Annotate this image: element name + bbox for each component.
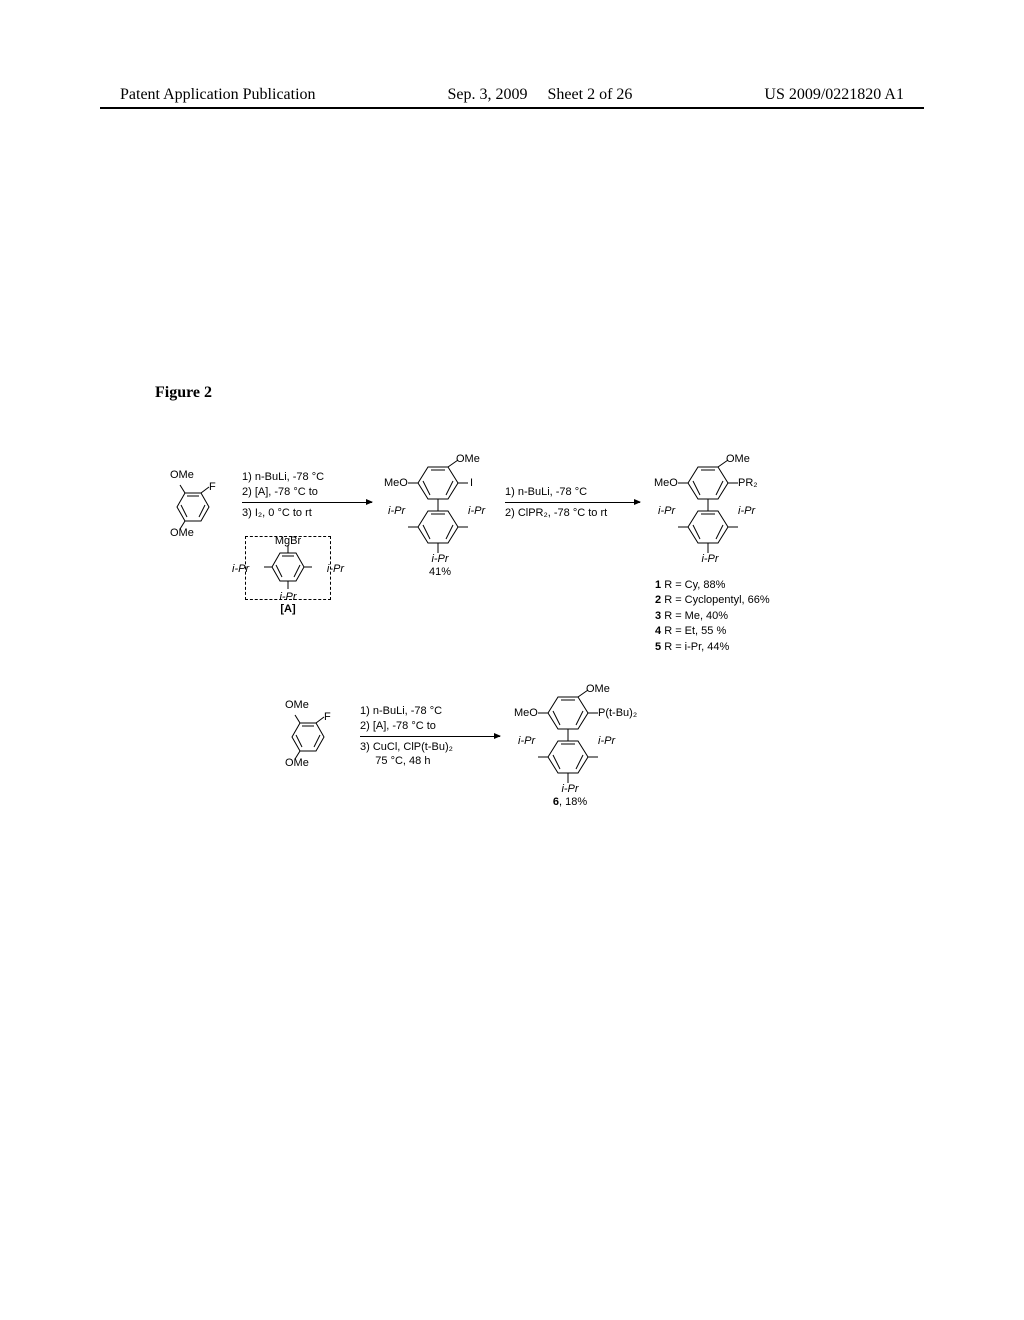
pr2-label: PR₂	[738, 477, 758, 489]
aryl-grignard-icon	[257, 541, 319, 597]
ome-label: OMe	[170, 469, 194, 481]
ome-bottom-2: OMe	[285, 757, 309, 769]
ome-label-2: OMe	[285, 699, 309, 711]
product-6: OMe MeO P(t-Bu)₂ i-Pr i-Pr i-Pr 6, 18%	[520, 685, 650, 805]
conditions-below-2: 2) ClPR₂, -78 °C to rt	[505, 506, 640, 520]
result-2: 2 R = Cyclopentyl, 66%	[655, 593, 770, 608]
ome-top-p: OMe	[726, 453, 750, 465]
product-results-list: 1 R = Cy, 88% 2 R = Cyclopentyl, 66% 3 R…	[655, 578, 770, 655]
ome-top: OMe	[456, 453, 480, 465]
conditions-above-1: 1) n-BuLi, -78 °C 2) [A], -78 °C to	[242, 470, 372, 499]
intermediate-yield: 41%	[390, 566, 490, 578]
result-3: 3 R = Me, 40%	[655, 609, 770, 624]
header-sheet: Sheet 2 of 26	[548, 86, 633, 103]
scheme-row-2: OMe F OMe 1) n-BuLi, -78 °C 2) [A], -78 …	[170, 700, 870, 900]
ipr-bottom-2: i-Pr	[390, 553, 490, 565]
ipr-6r: i-Pr	[598, 735, 615, 747]
conditions-below-3: 3) CuCl, ClP(t-Bu)₂ 75 °C, 48 h	[360, 740, 500, 769]
ipr-left: i-Pr	[232, 563, 249, 575]
reagent-a-box: MgBr i-Pr i-Pr i-Pr [A]	[245, 536, 331, 600]
mgbr-label: MgBr	[246, 535, 330, 547]
page-header: Patent Application Publication Sep. 3, 2…	[0, 86, 1024, 104]
product-6-tag: 6, 18%	[520, 796, 620, 808]
meo-left-6: MeO	[514, 707, 538, 719]
figure-label: Figure 2	[155, 384, 212, 402]
scheme-row-1: OMe F OMe 1) n-BuLi, -78 °C 2) [A], -78 …	[170, 470, 870, 670]
conditions-above-2: 1) n-BuLi, -78 °C	[505, 485, 640, 499]
reaction-scheme: OMe F OMe 1) n-BuLi, -78 °C 2) [A], -78 …	[170, 470, 870, 900]
conditions-below-1: 3) I₂, 0 °C to rt	[242, 506, 372, 520]
ipr-mid-right: i-Pr	[468, 505, 485, 517]
arrow-line-3	[360, 736, 500, 737]
meo-left-p: MeO	[654, 477, 678, 489]
conditions-above-3: 1) n-BuLi, -78 °C 2) [A], -78 °C to	[360, 704, 500, 733]
ipr-6b: i-Pr	[520, 783, 620, 795]
ome-top-6: OMe	[586, 683, 610, 695]
ipr-pl: i-Pr	[658, 505, 675, 517]
arrow-line-2	[505, 502, 640, 503]
result-5: 5 R = i-Pr, 44%	[655, 640, 770, 655]
ptbu2-label: P(t-Bu)₂	[598, 707, 637, 719]
starting-material-1: OMe F OMe	[165, 475, 221, 555]
ipr-mid-left: i-Pr	[388, 505, 405, 517]
product-biaryl-1: OMe MeO PR₂ i-Pr i-Pr i-Pr	[660, 455, 770, 575]
iodine-label: I	[470, 477, 473, 489]
header-left: Patent Application Publication	[120, 86, 316, 104]
ipr-6l: i-Pr	[518, 735, 535, 747]
result-4: 4 R = Et, 55 %	[655, 624, 770, 639]
ipr-pb: i-Pr	[660, 553, 760, 565]
reaction-arrow-2: 1) n-BuLi, -78 °C 2) ClPR₂, -78 °C to rt	[505, 502, 640, 503]
arrow-line	[242, 502, 372, 503]
intermediate-biaryl: OMe MeO I i-Pr i-Pr i-Pr 41%	[390, 455, 490, 575]
reaction-arrow-3: 1) n-BuLi, -78 °C 2) [A], -78 °C to 3) C…	[360, 736, 500, 737]
header-rule	[100, 107, 924, 109]
f-label-2: F	[324, 711, 331, 723]
f-label: F	[209, 481, 216, 493]
ipr-right: i-Pr	[327, 563, 344, 575]
reagent-a-tag: [A]	[246, 603, 330, 615]
starting-material-2: OMe F OMe	[280, 705, 336, 785]
ipr-bottom: i-Pr	[246, 591, 330, 603]
ipr-pr: i-Pr	[738, 505, 755, 517]
ome-label-bottom: OMe	[170, 527, 194, 539]
header-date: Sep. 3, 2009	[448, 86, 528, 103]
reaction-arrow-1: 1) n-BuLi, -78 °C 2) [A], -78 °C to 3) I…	[242, 502, 372, 503]
meo-left: MeO	[384, 477, 408, 489]
header-right: US 2009/0221820 A1	[764, 86, 904, 104]
header-center: Sep. 3, 2009 Sheet 2 of 26	[448, 86, 633, 104]
result-1: 1 R = Cy, 88%	[655, 578, 770, 593]
